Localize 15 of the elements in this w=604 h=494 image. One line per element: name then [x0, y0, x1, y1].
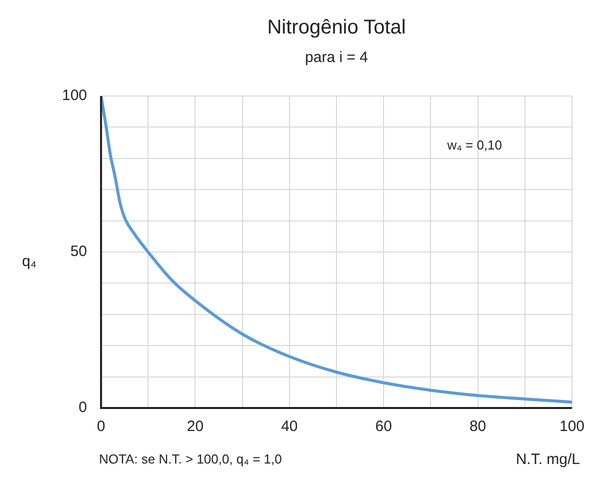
x-tick-label: 0 [96, 418, 106, 436]
x-tick-label: 40 [281, 418, 298, 436]
y-tick-label: 50 [70, 243, 88, 260]
x-tick-label: 20 [186, 418, 204, 436]
x-tick-label: 80 [469, 418, 486, 436]
x-tick-label: 100 [559, 418, 585, 436]
chart-subtitle: para i = 4 [305, 49, 368, 66]
y-axis-title: q₄ [22, 253, 36, 270]
x-tick-label: 60 [375, 418, 392, 436]
y-tick-label: 0 [78, 399, 88, 416]
chart-title: Nitrogênio Total [267, 16, 406, 39]
x-axis-title: N.T. mg/L [516, 451, 580, 468]
text: NOTA: se N.T. > 100,0, q₄ = 1,0 [99, 452, 282, 467]
annotation: w₄ = 0,10 [446, 138, 502, 152]
y-tick-label: 100 [62, 87, 88, 104]
